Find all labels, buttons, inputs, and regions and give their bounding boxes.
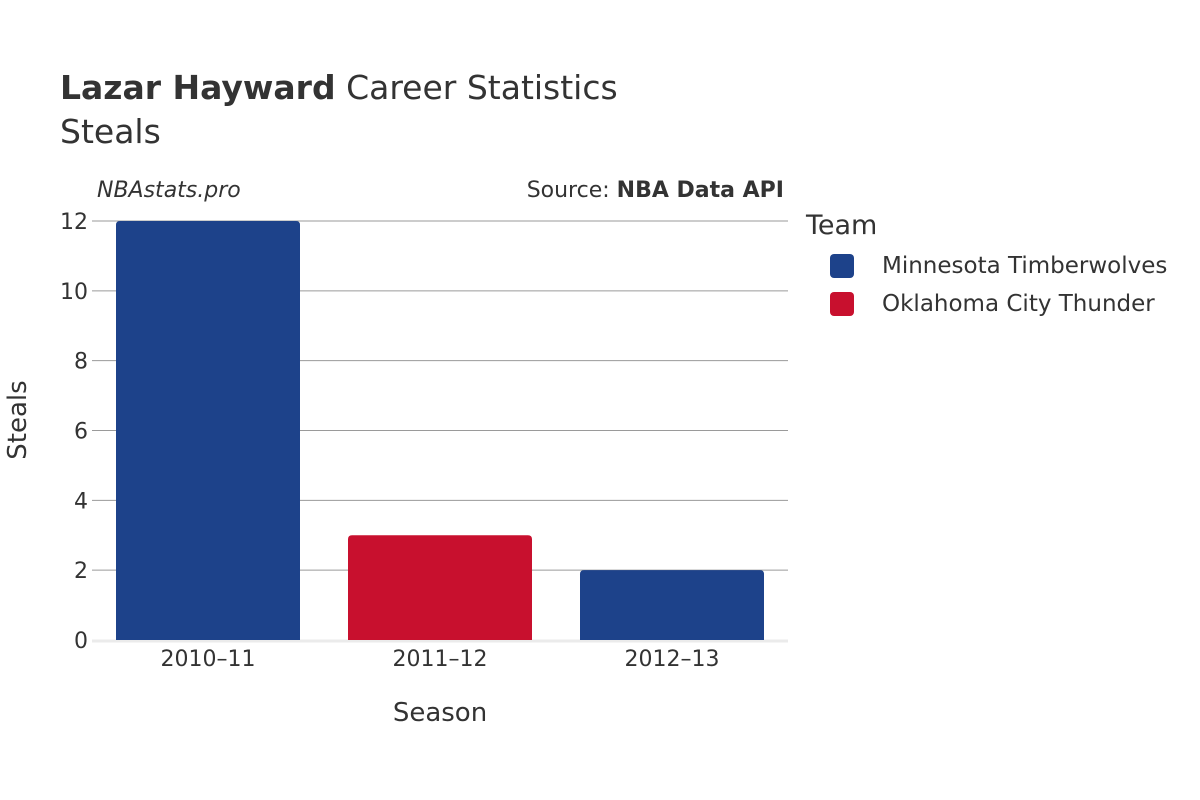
y-tick-label: 0: [74, 629, 88, 654]
x-tick-label: 2010–11: [161, 647, 256, 672]
player-name: Lazar Hayward: [60, 68, 336, 107]
y-tick-label: 6: [74, 420, 88, 445]
chart-title: Lazar Hayward Career Statistics: [60, 68, 618, 108]
legend-title: Team: [806, 210, 878, 241]
site-credit: NBAstats.pro: [97, 178, 241, 203]
y-tick-label: 10: [60, 280, 88, 305]
bar-2011–12[interactable]: [348, 535, 532, 640]
y-tick-label: 12: [60, 210, 88, 235]
y-tick-label: 2: [74, 559, 88, 584]
x-axis-title: Season: [393, 698, 487, 728]
legend-swatch-minnesota: [830, 254, 854, 278]
bars: [116, 221, 764, 640]
bar-2012–13[interactable]: [580, 570, 764, 640]
legend-label-minnesota: Minnesota Timberwolves: [882, 253, 1168, 279]
x-axis-ticks: 2010–11 2011–12 2012–13: [161, 647, 720, 672]
bar-2010–11[interactable]: [116, 221, 300, 640]
x-tick-label: 2012–13: [625, 647, 720, 672]
data-source: Source: NBA Data API: [527, 178, 784, 203]
legend-swatch-oklahoma: [830, 292, 854, 316]
x-tick-label: 2011–12: [393, 647, 488, 672]
y-axis-ticks: 0 2 4 6 8 10 12: [60, 210, 88, 654]
title-rest: Career Statistics: [335, 68, 618, 107]
legend-item-oklahoma[interactable]: Oklahoma City Thunder: [830, 290, 1155, 318]
source-name: NBA Data API: [616, 178, 784, 203]
source-prefix: Source:: [526, 178, 617, 203]
y-tick-label: 8: [74, 350, 88, 375]
chart-subtitle: Steals: [60, 112, 161, 151]
y-tick-label: 4: [74, 489, 88, 514]
y-axis-title: Steals: [3, 380, 33, 459]
legend-item-minnesota[interactable]: Minnesota Timberwolves: [830, 252, 1167, 280]
legend-label-oklahoma: Oklahoma City Thunder: [882, 291, 1155, 317]
